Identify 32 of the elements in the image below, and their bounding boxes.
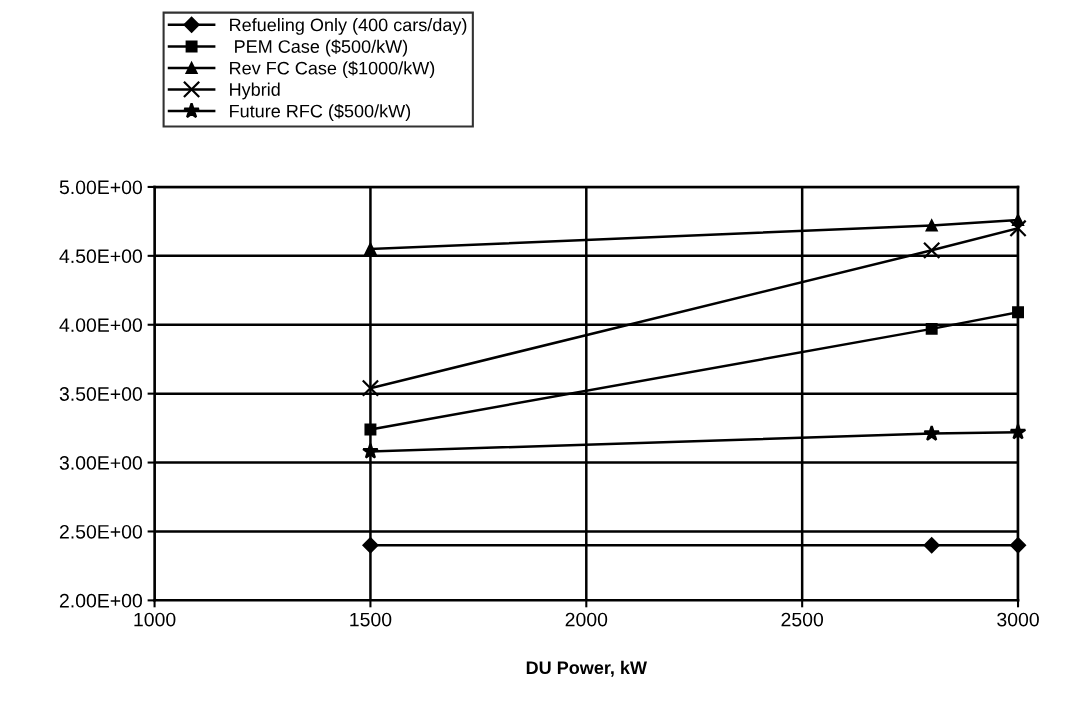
legend-label: Rev FC Case ($1000/kW) (230, 60, 435, 79)
legend-label: PEM Case ($500/kW) (235, 39, 408, 57)
x-tick-label: 3000 (997, 612, 1039, 627)
point (361, 379, 380, 397)
x-tick-label: 2000 (565, 612, 608, 627)
legend-label: Future RFC ($500/kW) (230, 103, 411, 122)
point (925, 322, 938, 335)
x-tick-label: 1000 (134, 612, 176, 627)
point (922, 241, 941, 260)
point (1012, 306, 1024, 319)
point (364, 242, 377, 255)
y-tick-label: 3.50E+00 (59, 387, 143, 401)
y-tick-label: 5.00E+00 (59, 180, 143, 195)
y-tick-label: 2.00E+00 (59, 593, 143, 608)
y-tick-label: 2.50E+00 (59, 524, 143, 539)
y-tick-label: 4.00E+00 (59, 318, 143, 332)
point (362, 442, 379, 459)
y-tick-label: 3.00E+00 (59, 456, 143, 470)
y-tick-label: 4.50E+00 (59, 249, 143, 264)
point (362, 537, 379, 554)
point (1009, 219, 1027, 238)
legend-label: Hybrid (230, 82, 280, 100)
point (1010, 537, 1027, 554)
x-tick-label: 1500 (350, 612, 392, 627)
x-tick-label: 2500 (781, 612, 824, 627)
point (364, 423, 377, 436)
point (923, 424, 941, 441)
point (1009, 423, 1027, 440)
x-axis-title: DU Power, kW (526, 660, 647, 677)
legend-label: Refueling Only (400 cars/day) (230, 18, 467, 35)
point (925, 219, 938, 232)
point (923, 537, 940, 554)
